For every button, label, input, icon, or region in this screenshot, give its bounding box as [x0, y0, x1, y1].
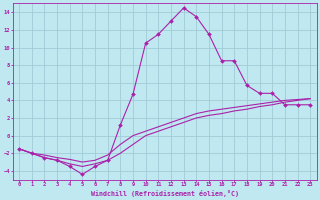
X-axis label: Windchill (Refroidissement éolien,°C): Windchill (Refroidissement éolien,°C): [91, 190, 239, 197]
